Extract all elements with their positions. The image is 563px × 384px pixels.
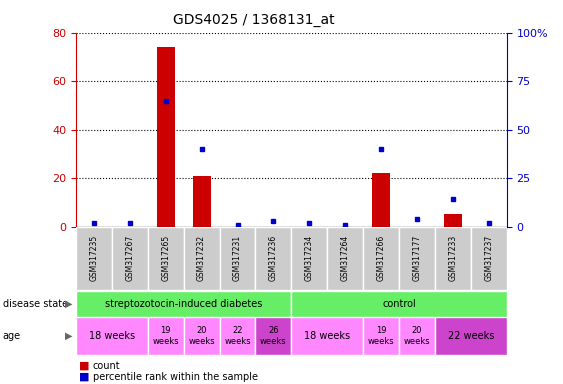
Text: ■: ■ <box>79 361 90 371</box>
Bar <box>76 291 292 317</box>
Text: 22 weeks: 22 weeks <box>448 331 494 341</box>
Text: GSM317232: GSM317232 <box>197 235 206 281</box>
Bar <box>220 317 256 355</box>
Bar <box>256 317 292 355</box>
Text: count: count <box>93 361 120 371</box>
Bar <box>76 227 112 290</box>
Text: disease state: disease state <box>3 299 68 309</box>
Bar <box>435 317 507 355</box>
Text: GSM317231: GSM317231 <box>233 235 242 281</box>
Bar <box>363 227 399 290</box>
Text: percentile rank within the sample: percentile rank within the sample <box>93 372 258 382</box>
Bar <box>148 227 184 290</box>
Text: 19
weeks: 19 weeks <box>368 326 395 346</box>
Text: GSM317264: GSM317264 <box>341 235 350 281</box>
Text: ▶: ▶ <box>65 331 72 341</box>
Text: 26
weeks: 26 weeks <box>260 326 287 346</box>
Text: GSM317237: GSM317237 <box>484 235 493 281</box>
Text: GSM317235: GSM317235 <box>90 235 99 281</box>
Text: 22
weeks: 22 weeks <box>224 326 251 346</box>
Bar <box>471 227 507 290</box>
Bar <box>327 227 363 290</box>
Text: age: age <box>3 331 21 341</box>
Bar <box>372 173 390 227</box>
Text: 20
weeks: 20 weeks <box>404 326 430 346</box>
Bar <box>184 227 220 290</box>
Bar <box>184 317 220 355</box>
Text: GSM317177: GSM317177 <box>413 235 422 281</box>
Text: 18 weeks: 18 weeks <box>304 331 350 341</box>
Text: ■: ■ <box>79 372 90 382</box>
Bar <box>363 317 399 355</box>
Text: streptozotocin-induced diabetes: streptozotocin-induced diabetes <box>105 299 262 309</box>
Bar <box>220 227 256 290</box>
Text: control: control <box>382 299 416 309</box>
Text: GSM317265: GSM317265 <box>161 235 170 281</box>
Text: GDS4025 / 1368131_at: GDS4025 / 1368131_at <box>172 13 334 27</box>
Bar <box>292 317 363 355</box>
Bar <box>292 227 327 290</box>
Bar <box>444 214 462 227</box>
Bar <box>112 227 148 290</box>
Bar <box>193 175 211 227</box>
Bar <box>76 317 148 355</box>
Text: GSM317233: GSM317233 <box>448 235 457 281</box>
Bar <box>435 227 471 290</box>
Bar <box>256 227 292 290</box>
Text: ▶: ▶ <box>65 299 72 309</box>
Text: GSM317236: GSM317236 <box>269 235 278 281</box>
Text: 20
weeks: 20 weeks <box>188 326 215 346</box>
Text: GSM317267: GSM317267 <box>126 235 135 281</box>
Bar <box>292 291 507 317</box>
Text: 18 weeks: 18 weeks <box>89 331 135 341</box>
Text: 19
weeks: 19 weeks <box>153 326 179 346</box>
Bar <box>148 317 184 355</box>
Text: GSM317266: GSM317266 <box>377 235 386 281</box>
Bar <box>157 47 175 227</box>
Bar <box>399 317 435 355</box>
Bar <box>399 227 435 290</box>
Text: GSM317234: GSM317234 <box>305 235 314 281</box>
